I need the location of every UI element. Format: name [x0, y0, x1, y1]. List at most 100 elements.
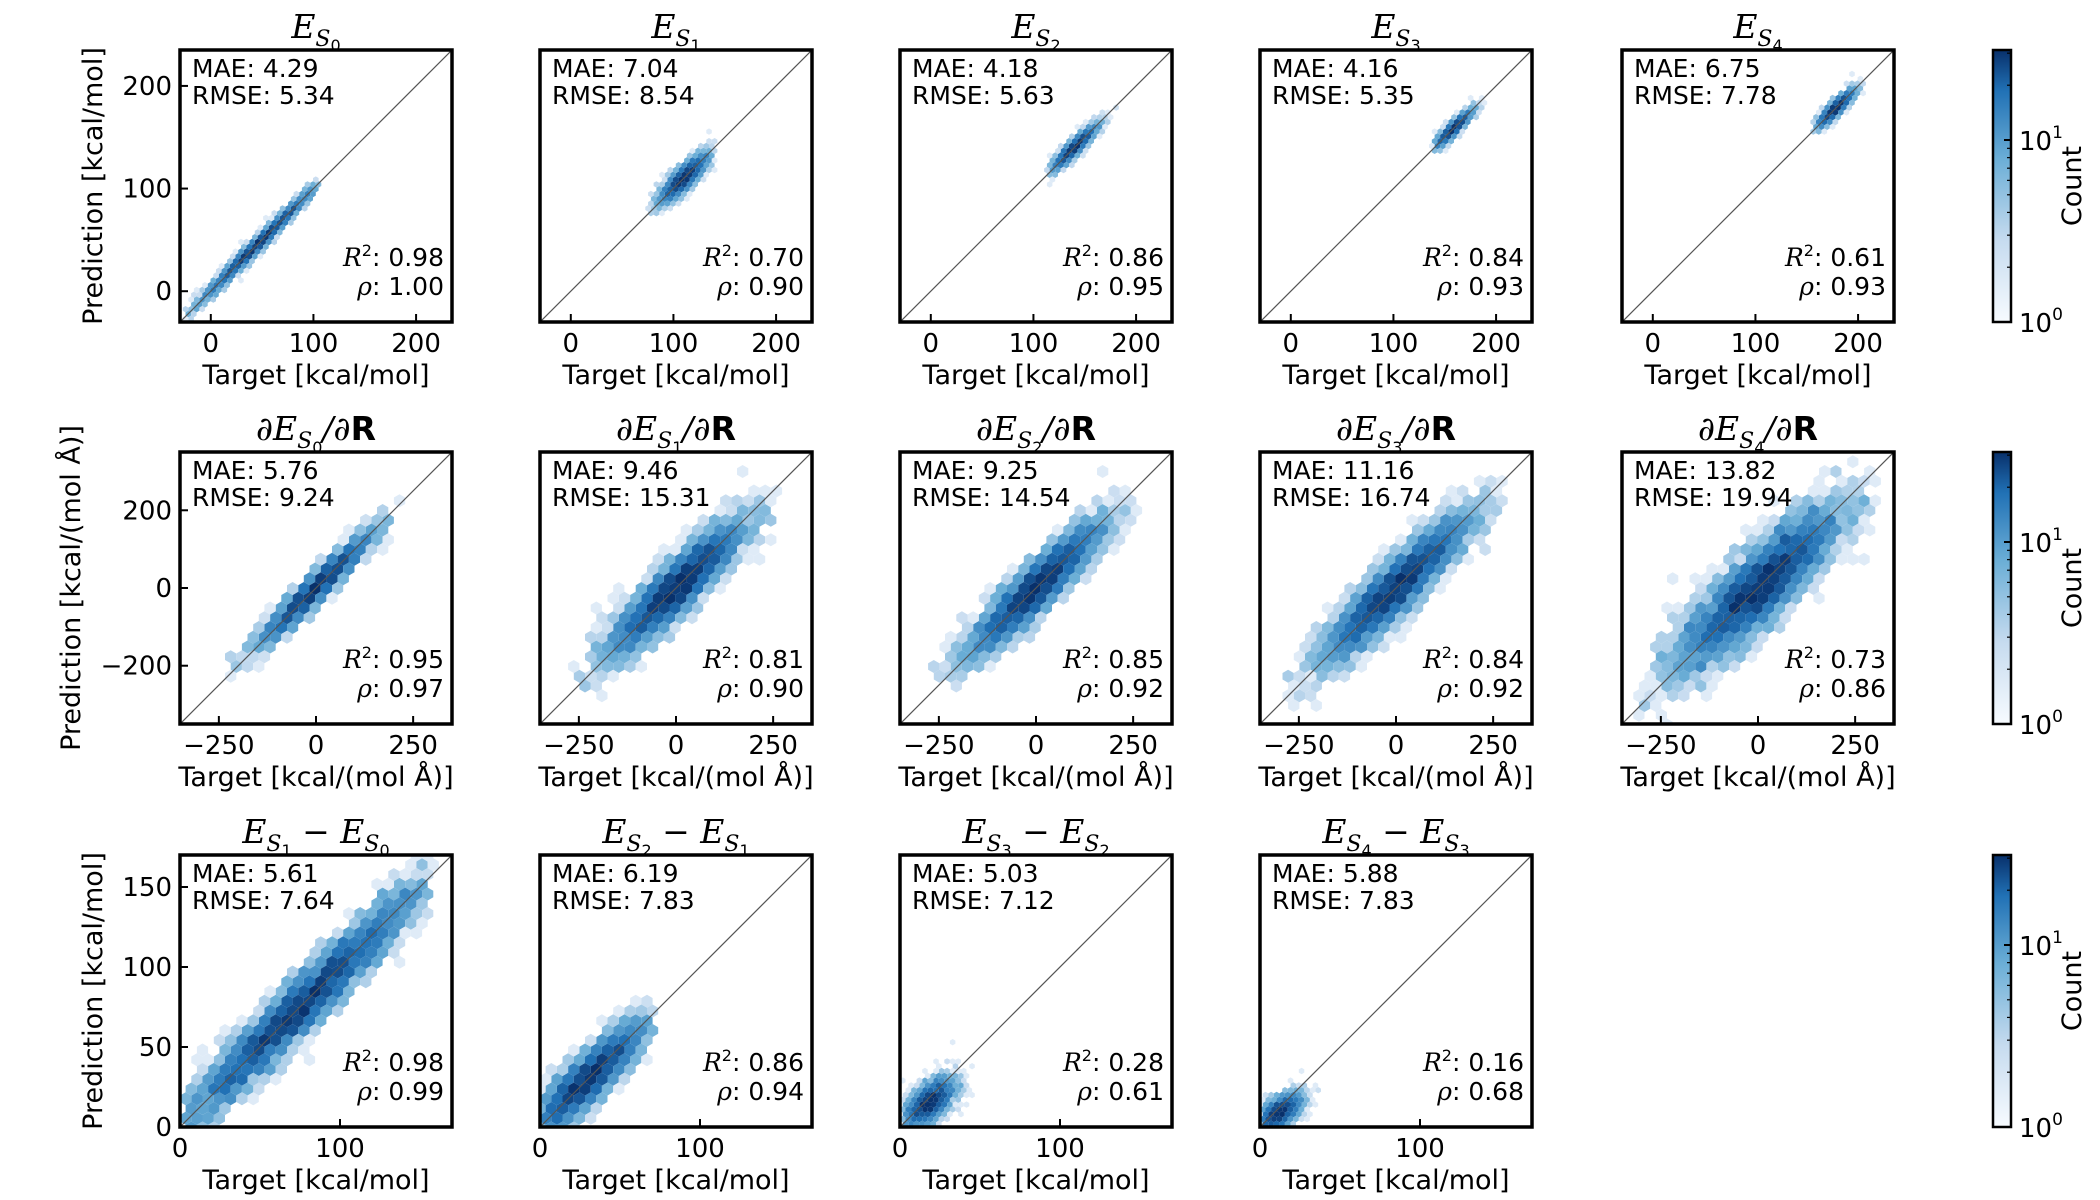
hex-cell — [1298, 1067, 1305, 1075]
hex-cell — [1790, 591, 1803, 605]
hex-cell — [287, 1004, 299, 1018]
x-tick-label: 0 — [892, 1134, 909, 1164]
hex-cell — [1333, 640, 1345, 654]
hex-cell — [1762, 621, 1774, 634]
hex-cell — [1740, 523, 1752, 537]
hex-cell — [933, 1058, 939, 1065]
hex-cell — [1796, 504, 1808, 517]
hex-cell — [1018, 562, 1030, 576]
x-tick-label: 100 — [1395, 1134, 1445, 1164]
colorbar-label: Count — [2057, 146, 2088, 226]
hex-cell — [958, 1101, 964, 1108]
hex-cell — [1729, 621, 1741, 634]
hex-cell — [648, 200, 654, 207]
hex-cell — [1729, 640, 1741, 654]
hex-cell — [647, 601, 659, 615]
hex-cell — [292, 611, 304, 625]
hex-cell — [1108, 484, 1120, 498]
hex-cell — [1293, 1115, 1299, 1123]
hex-cell — [973, 621, 985, 634]
hex-cell — [337, 552, 349, 566]
hex-cell — [1454, 109, 1460, 116]
hex-cell — [1080, 572, 1092, 586]
hex-cell — [202, 1053, 214, 1067]
hex-cell — [675, 533, 687, 547]
hex-cell — [1457, 523, 1469, 537]
hex-cell — [692, 601, 704, 615]
hex-cell — [675, 200, 682, 207]
hex-cell — [1835, 494, 1848, 508]
hex-cell — [1406, 513, 1418, 527]
hex-cell — [924, 1072, 931, 1079]
hex-cell — [1706, 601, 1718, 615]
hex-cell — [249, 248, 255, 255]
hex-cell — [1740, 621, 1752, 634]
colorbar-gradient — [1991, 48, 2013, 324]
hex-cell — [1431, 138, 1438, 145]
hex-cell — [1700, 591, 1713, 605]
y-tick-label: 100 — [122, 175, 172, 205]
hex-cell — [1835, 533, 1848, 547]
hex-cell — [1667, 689, 1679, 703]
hex-cell — [1768, 533, 1780, 547]
hex-cell — [235, 253, 241, 260]
hex-cell — [309, 1024, 321, 1037]
hex-cell — [1762, 523, 1774, 537]
hex-cell — [1400, 562, 1412, 576]
axes-frame — [538, 48, 814, 324]
rho-label: ρ: 0.93 — [1436, 272, 1524, 301]
hex-cell — [282, 219, 289, 226]
hex-cell — [1706, 562, 1718, 576]
hex-cell — [320, 946, 332, 959]
hex-cell — [1378, 562, 1390, 576]
hex-cell — [1835, 552, 1848, 566]
hex-cell — [731, 494, 743, 508]
hex-cell — [227, 277, 233, 284]
hex-cell — [1001, 591, 1013, 605]
hex-cell — [1423, 523, 1435, 537]
hex-cell — [914, 1140, 920, 1146]
hex-cell — [1768, 611, 1780, 625]
hex-cell — [1355, 660, 1367, 673]
hex-cell — [275, 601, 287, 615]
hex-cell — [219, 1102, 231, 1115]
x-axis-label: Target [kcal/mol] — [201, 360, 429, 391]
hex-cell — [1293, 1096, 1299, 1103]
hex-cell — [1751, 523, 1763, 537]
hex-cell — [630, 630, 642, 644]
hex-cell — [1810, 118, 1816, 126]
hex-cell — [1854, 90, 1861, 97]
hex-cell — [275, 985, 287, 998]
hex-cell — [641, 1033, 653, 1047]
hex-cell — [1068, 552, 1081, 566]
hex-cell — [1299, 679, 1311, 693]
hex-cell — [1824, 104, 1830, 111]
hex-cell — [388, 887, 400, 901]
hex-cell — [1830, 523, 1842, 537]
hex-cell — [1069, 142, 1075, 150]
hex-cell — [585, 1111, 597, 1125]
hex-cell — [914, 1130, 920, 1136]
mae-label: MAE: 9.46 — [552, 456, 679, 485]
hex-cell — [213, 1053, 225, 1067]
hex-cell — [1638, 699, 1651, 712]
hex-cell — [1751, 621, 1763, 634]
hex-cell — [264, 1043, 276, 1057]
hex-cell — [1734, 630, 1746, 644]
x-axis-label: Target [kcal/mol] — [921, 1165, 1149, 1196]
hex-cell — [1305, 669, 1317, 683]
hex-cell — [711, 166, 718, 174]
hex-cell — [1785, 582, 1797, 595]
hex-cell — [1827, 118, 1833, 126]
hex-cell — [607, 1033, 619, 1047]
hex-cell — [714, 504, 726, 517]
hex-cell — [1774, 543, 1786, 556]
hex-cell — [243, 258, 250, 265]
hex-cell — [922, 1077, 928, 1084]
rmse-label: RMSE: 8.54 — [552, 81, 695, 110]
hex-cell — [1779, 572, 1791, 586]
hex-cell — [908, 1091, 914, 1099]
hex-cell — [1712, 611, 1724, 625]
